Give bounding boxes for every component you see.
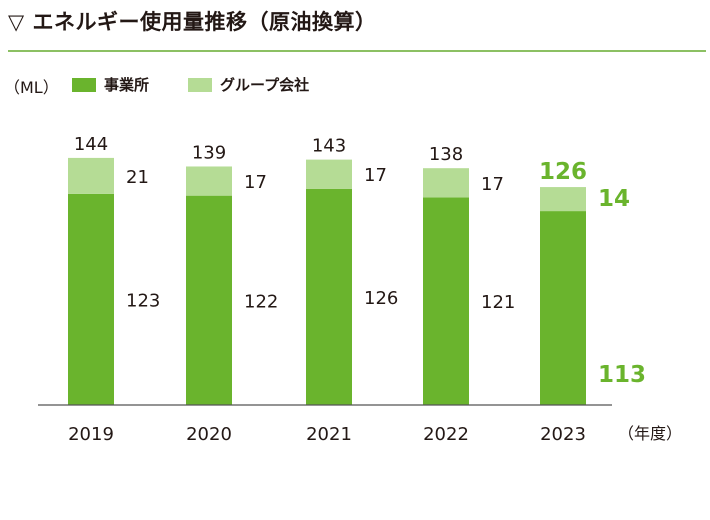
- bar-group-2021: [306, 159, 352, 189]
- x-tick-2022: 2022: [423, 424, 469, 445]
- bar-office-2020: [186, 195, 232, 405]
- office-value-label-2020: 122: [244, 291, 278, 312]
- chart-title: ▽ エネルギー使用量推移（原油換算）: [8, 10, 377, 34]
- office-value-label-2021: 126: [364, 288, 398, 309]
- legend-label-group: グループ会社: [220, 76, 310, 94]
- x-axis-unit: （年度）: [618, 424, 683, 443]
- office-value-label-2023: 113: [598, 362, 646, 388]
- bar-office-2022: [423, 197, 469, 405]
- x-tick-2023: 2023: [540, 424, 586, 445]
- x-tick-2021: 2021: [306, 424, 352, 445]
- bar-office-2021: [306, 188, 352, 405]
- title-divider: [8, 50, 706, 52]
- bar-office-2019: [68, 193, 114, 405]
- office-value-label-2019: 123: [126, 290, 160, 311]
- bar-group-2020: [186, 166, 232, 196]
- group-value-label-2021: 17: [364, 165, 387, 186]
- x-tick-2020: 2020: [186, 424, 232, 445]
- group-value-label-2019: 21: [126, 167, 149, 188]
- legend-item-office: 事業所: [72, 74, 149, 95]
- total-label-2020: 139: [192, 142, 226, 163]
- office-value-label-2022: 121: [481, 292, 515, 313]
- group-value-label-2023: 14: [598, 186, 630, 212]
- bar-group-2019: [68, 157, 114, 194]
- bar-group-2023: [540, 187, 586, 212]
- legend-item-group: グループ会社: [188, 74, 309, 95]
- total-label-2021: 143: [312, 136, 346, 157]
- group-value-label-2022: 17: [481, 174, 504, 195]
- total-label-2023: 126: [539, 159, 587, 185]
- legend-swatch-group: [188, 77, 212, 92]
- bar-office-2023: [540, 211, 586, 405]
- group-value-label-2020: 17: [244, 172, 267, 193]
- x-tick-2019: 2019: [68, 424, 114, 445]
- total-label-2019: 144: [74, 134, 108, 155]
- legend-label-office: 事業所: [104, 76, 150, 94]
- bar-group-2022: [423, 168, 469, 198]
- y-axis-unit: （ML）: [4, 78, 59, 97]
- total-label-2022: 138: [429, 144, 463, 165]
- legend-swatch-office: [72, 77, 96, 92]
